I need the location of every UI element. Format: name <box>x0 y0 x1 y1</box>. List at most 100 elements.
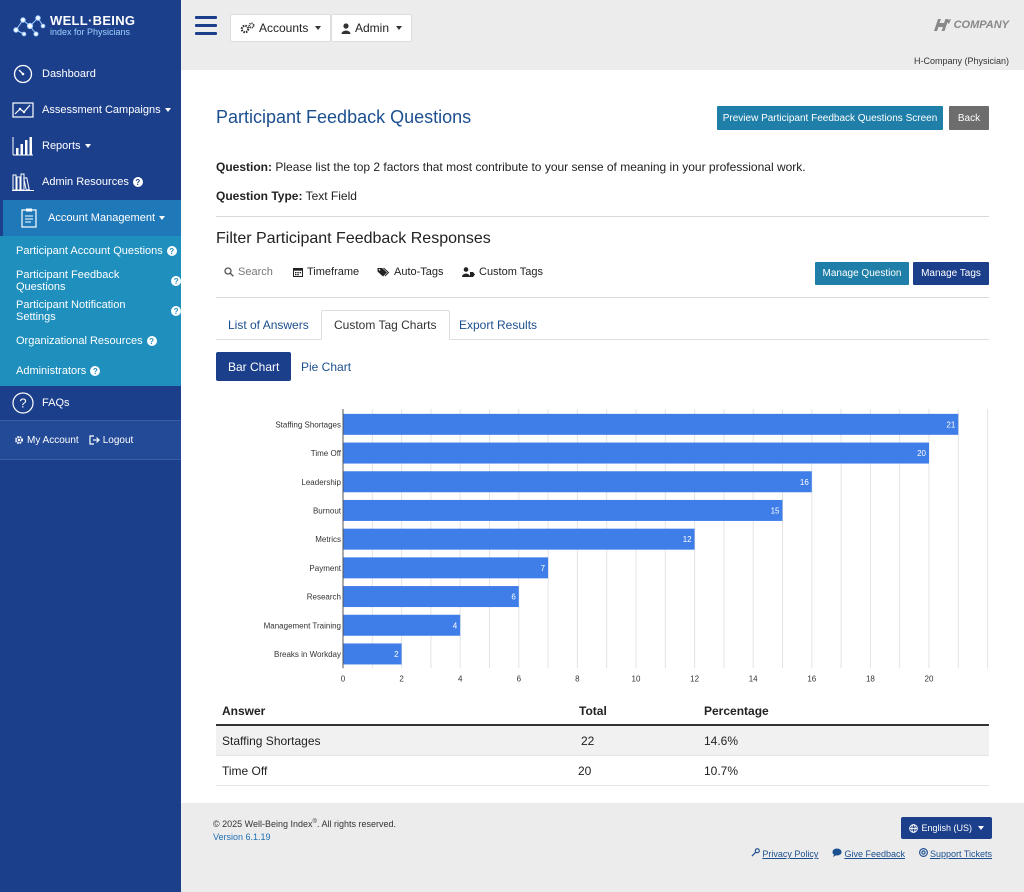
registered-mark: ® <box>312 819 317 825</box>
answers-table: Answer Total Percentage Staffing Shortag… <box>216 698 989 786</box>
sidebar-item-assessment-campaigns[interactable]: Assessment Campaigns <box>0 92 181 128</box>
search-filter[interactable]: Search <box>224 266 273 278</box>
sidebar-subitem-participant-notification-settings[interactable]: Participant Notification Settings? <box>0 296 181 326</box>
search-filter-label: Search <box>238 266 273 278</box>
table-row: Staffing Shortages 22 14.6% <box>216 726 989 756</box>
accounts-dropdown[interactable]: Accounts <box>230 14 332 42</box>
help-icon[interactable]: ? <box>171 306 181 316</box>
language-label: English (US) <box>921 823 972 833</box>
bar-chart-toggle[interactable]: Bar Chart <box>216 352 292 381</box>
chart-category-label: Payment <box>309 564 341 573</box>
calendar-icon <box>293 268 303 277</box>
key-icon <box>751 848 761 857</box>
manage-tags-button[interactable]: Manage Tags <box>913 262 989 285</box>
timeframe-filter[interactable]: Timeframe <box>293 266 359 278</box>
sidebar-item-admin-resources[interactable]: Admin Resources? <box>0 164 181 200</box>
help-icon[interactable]: ? <box>132 177 143 187</box>
sidebar-subitem-label: Participant Feedback Questions <box>16 269 120 293</box>
sidebar-item-label: FAQs <box>42 397 70 409</box>
hamburger-menu-icon[interactable] <box>195 16 217 35</box>
sidebar-item-account-management[interactable]: Account Management <box>3 200 181 236</box>
sidebar-subitem-organizational-resources[interactable]: Organizational Resources? <box>0 326 181 356</box>
support-tickets-link[interactable]: Support Tickets <box>919 848 992 859</box>
copyright-text: © 2025 Well-Being Index®. All rights res… <box>213 819 396 829</box>
help-icon[interactable]: ? <box>90 366 101 376</box>
tab-export-results[interactable]: Export Results <box>459 318 538 332</box>
answer-cell: Time Off <box>222 763 268 778</box>
pie-chart-toggle[interactable]: Pie Chart <box>301 359 352 374</box>
column-header-total: Total <box>579 704 607 718</box>
chart-bar <box>343 471 812 493</box>
chart-category-label: Research <box>307 593 341 602</box>
books-icon <box>12 171 34 193</box>
sidebar-item-faqs[interactable]: ? FAQs <box>0 386 181 420</box>
question-type-value: Text Field <box>305 189 357 203</box>
manage-question-button[interactable]: Manage Question <box>815 262 909 285</box>
bar-chart-icon <box>12 135 34 157</box>
sidebar-item-dashboard[interactable]: Dashboard <box>0 56 181 92</box>
preview-questions-button[interactable]: Preview Participant Feedback Questions S… <box>717 106 943 130</box>
chart-category-label: Breaks in Workday <box>274 650 341 659</box>
organization-name: H-Company (Physician) <box>913 56 1009 66</box>
chart-x-tick-label: 4 <box>458 674 463 683</box>
footer: © 2025 Well-Being Index®. All rights res… <box>181 803 1024 892</box>
sidebar-subitem-label: Participant Notification Settings <box>16 299 126 323</box>
chart-x-tick-label: 16 <box>807 674 816 683</box>
privacy-policy-link[interactable]: Privacy Policy <box>751 848 818 859</box>
chart-data-label: 21 <box>946 420 955 429</box>
logout-link[interactable]: Logout <box>89 434 134 446</box>
logout-label: Logout <box>102 434 134 446</box>
sidebar-item-label: Dashboard <box>42 68 96 80</box>
chart-x-tick-label: 12 <box>690 674 699 683</box>
main-content: Participant Feedback Questions Preview P… <box>181 70 1024 803</box>
help-icon[interactable]: ? <box>146 336 157 346</box>
chart-data-label: 2 <box>394 650 399 659</box>
my-account-link[interactable]: My Account <box>14 435 79 446</box>
sidebar-item-reports[interactable]: Reports <box>0 128 181 164</box>
search-icon <box>224 267 234 277</box>
question-type-label: Question Type: <box>216 189 303 203</box>
tab-custom-tag-charts[interactable]: Custom Tag Charts <box>321 310 450 340</box>
clipboard-icon <box>18 207 40 229</box>
chart-bar <box>343 442 929 464</box>
auto-tags-filter[interactable]: Auto-Tags <box>377 266 444 278</box>
sidebar-subitem-participant-feedback-questions[interactable]: Participant Feedback Questions? <box>0 266 181 296</box>
accounts-label: Accounts <box>259 21 309 35</box>
chart-bar <box>343 614 461 636</box>
custom-tags-filter[interactable]: Custom Tags <box>462 266 543 278</box>
timeframe-filter-label: Timeframe <box>307 266 360 278</box>
support-icon <box>919 848 928 857</box>
table-row: Time Off 20 10.7% <box>216 756 989 786</box>
admin-dropdown[interactable]: Admin <box>331 14 413 42</box>
give-feedback-link[interactable]: Give Feedback <box>832 848 905 859</box>
tab-list-of-answers[interactable]: List of Answers <box>228 318 309 332</box>
help-icon[interactable]: ? <box>166 246 177 256</box>
chart-bar <box>343 413 959 435</box>
help-icon[interactable]: ? <box>171 276 181 286</box>
chart-category-label: Staffing Shortages <box>275 420 341 429</box>
sidebar-subitem-participant-account-questions[interactable]: Participant Account Questions? <box>0 236 181 266</box>
chart-x-tick-label: 10 <box>632 674 641 683</box>
total-cell: 20 <box>578 763 592 778</box>
percentage-cell: 10.7% <box>704 763 739 778</box>
sidebar-item-label: Admin Resources <box>42 176 129 188</box>
back-button[interactable]: Back <box>949 106 989 130</box>
chevron-down-icon <box>164 108 171 112</box>
chevron-down-icon <box>84 144 91 148</box>
copyright-suffix: . All rights reserved. <box>316 819 396 829</box>
chart-category-label: Metrics <box>315 535 341 544</box>
chart-x-tick-label: 14 <box>749 674 758 683</box>
brand-logo[interactable]: WELL·BEING index for Physicians <box>0 0 181 50</box>
gears-icon <box>240 22 255 34</box>
sidebar-item-label: Account Management <box>48 212 156 224</box>
company-mark-icon <box>933 19 951 31</box>
sidebar-subitem-administrators[interactable]: Administrators? <box>0 356 181 386</box>
chart-data-label: 7 <box>541 564 546 573</box>
account-management-submenu: Participant Account Questions? Participa… <box>0 236 181 386</box>
company-logo-text: COMPANY <box>953 19 1009 31</box>
language-selector[interactable]: English (US) <box>901 817 992 839</box>
chart-bar <box>343 499 783 521</box>
brand-name: WELL·BEING <box>50 12 136 28</box>
chart-category-label: Leadership <box>301 478 341 487</box>
